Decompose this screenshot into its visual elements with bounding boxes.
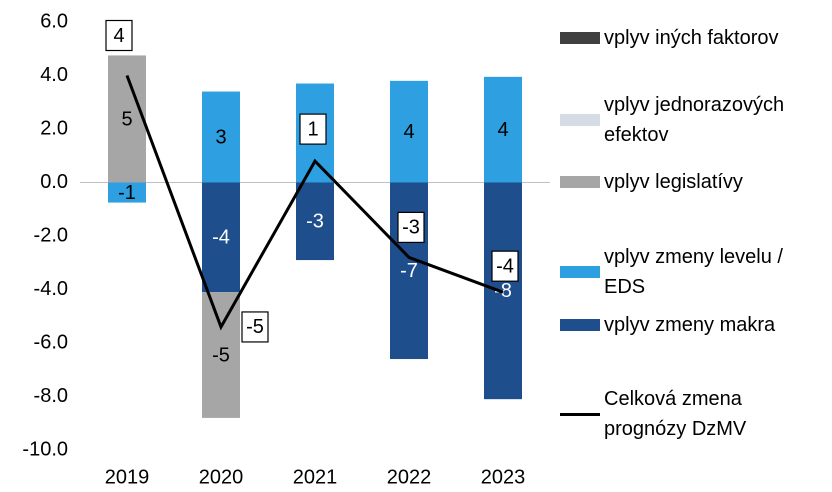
label-box bbox=[299, 113, 327, 145]
data-label: -1 bbox=[118, 182, 136, 204]
x-tick-label: 2020 bbox=[199, 466, 244, 488]
label-box bbox=[397, 211, 425, 243]
x-tick-label: 2019 bbox=[105, 466, 150, 488]
y-tick-label: -10.0 bbox=[22, 438, 68, 460]
legend-label: vplyv zmeny makra bbox=[604, 314, 776, 336]
legend-label: vplyv zmeny levelu / EDS bbox=[604, 246, 783, 298]
y-tick-label: 6.0 bbox=[40, 10, 68, 32]
bar bbox=[296, 182, 334, 261]
data-label: 3 bbox=[215, 126, 226, 148]
data-label: -4 bbox=[212, 227, 230, 249]
label-box bbox=[491, 250, 519, 282]
legend-swatch bbox=[560, 32, 600, 44]
bar bbox=[390, 80, 428, 183]
legend-item: vplyv zmeny makra bbox=[560, 310, 830, 340]
y-tick-label: -6.0 bbox=[34, 331, 68, 353]
legend-swatch bbox=[560, 319, 600, 331]
data-label: 1 bbox=[307, 118, 318, 140]
data-label: -3 bbox=[402, 217, 420, 239]
bar bbox=[484, 76, 522, 183]
data-label: 4 bbox=[113, 25, 124, 47]
legend-item: vplyv zmeny levelu / EDS bbox=[560, 242, 830, 302]
legend-item: vplyv legislatívy bbox=[560, 167, 830, 197]
bar bbox=[202, 292, 240, 418]
legend-item: Celková zmena prognózy DzMV bbox=[560, 384, 830, 444]
data-label: -5 bbox=[246, 316, 264, 338]
y-tick-label: 2.0 bbox=[40, 117, 68, 139]
legend-label: Celková zmena prognózy DzMV bbox=[604, 388, 747, 440]
legend-label: vplyv iných faktorov bbox=[604, 27, 779, 49]
label-box bbox=[241, 311, 269, 343]
y-tick-label: 0.0 bbox=[40, 171, 68, 193]
legend-label: vplyv legislatívy bbox=[604, 171, 743, 193]
data-label: -3 bbox=[306, 211, 324, 233]
bar bbox=[108, 182, 146, 203]
y-tick-label: -2.0 bbox=[34, 224, 68, 246]
y-tick-label: 4.0 bbox=[40, 64, 68, 86]
legend-swatch bbox=[560, 114, 600, 126]
x-tick-label: 2023 bbox=[481, 466, 526, 488]
bar bbox=[202, 91, 240, 183]
line bbox=[125, 74, 504, 331]
x-tick-label: 2022 bbox=[387, 466, 432, 488]
data-label: 4 bbox=[403, 121, 414, 143]
data-label: -5 bbox=[212, 344, 230, 366]
y-tick-label: -8.0 bbox=[34, 385, 68, 407]
data-label: -4 bbox=[496, 255, 514, 277]
legend-swatch bbox=[560, 266, 600, 278]
legend-item: vplyv jednorazových efektov bbox=[560, 90, 830, 150]
legend-swatch bbox=[560, 176, 600, 188]
bar bbox=[202, 182, 240, 293]
data-label: 4 bbox=[497, 119, 508, 141]
data-label: 5 bbox=[121, 108, 132, 130]
data-label: -7 bbox=[400, 260, 418, 282]
legend-label: vplyv jednorazových efektov bbox=[604, 94, 785, 146]
y-tick-label: -4.0 bbox=[34, 278, 68, 300]
x-tick-label: 2021 bbox=[293, 466, 338, 488]
legend-item: vplyv iných faktorov bbox=[560, 23, 830, 53]
label-box bbox=[105, 19, 133, 52]
legend-swatch bbox=[560, 412, 600, 416]
